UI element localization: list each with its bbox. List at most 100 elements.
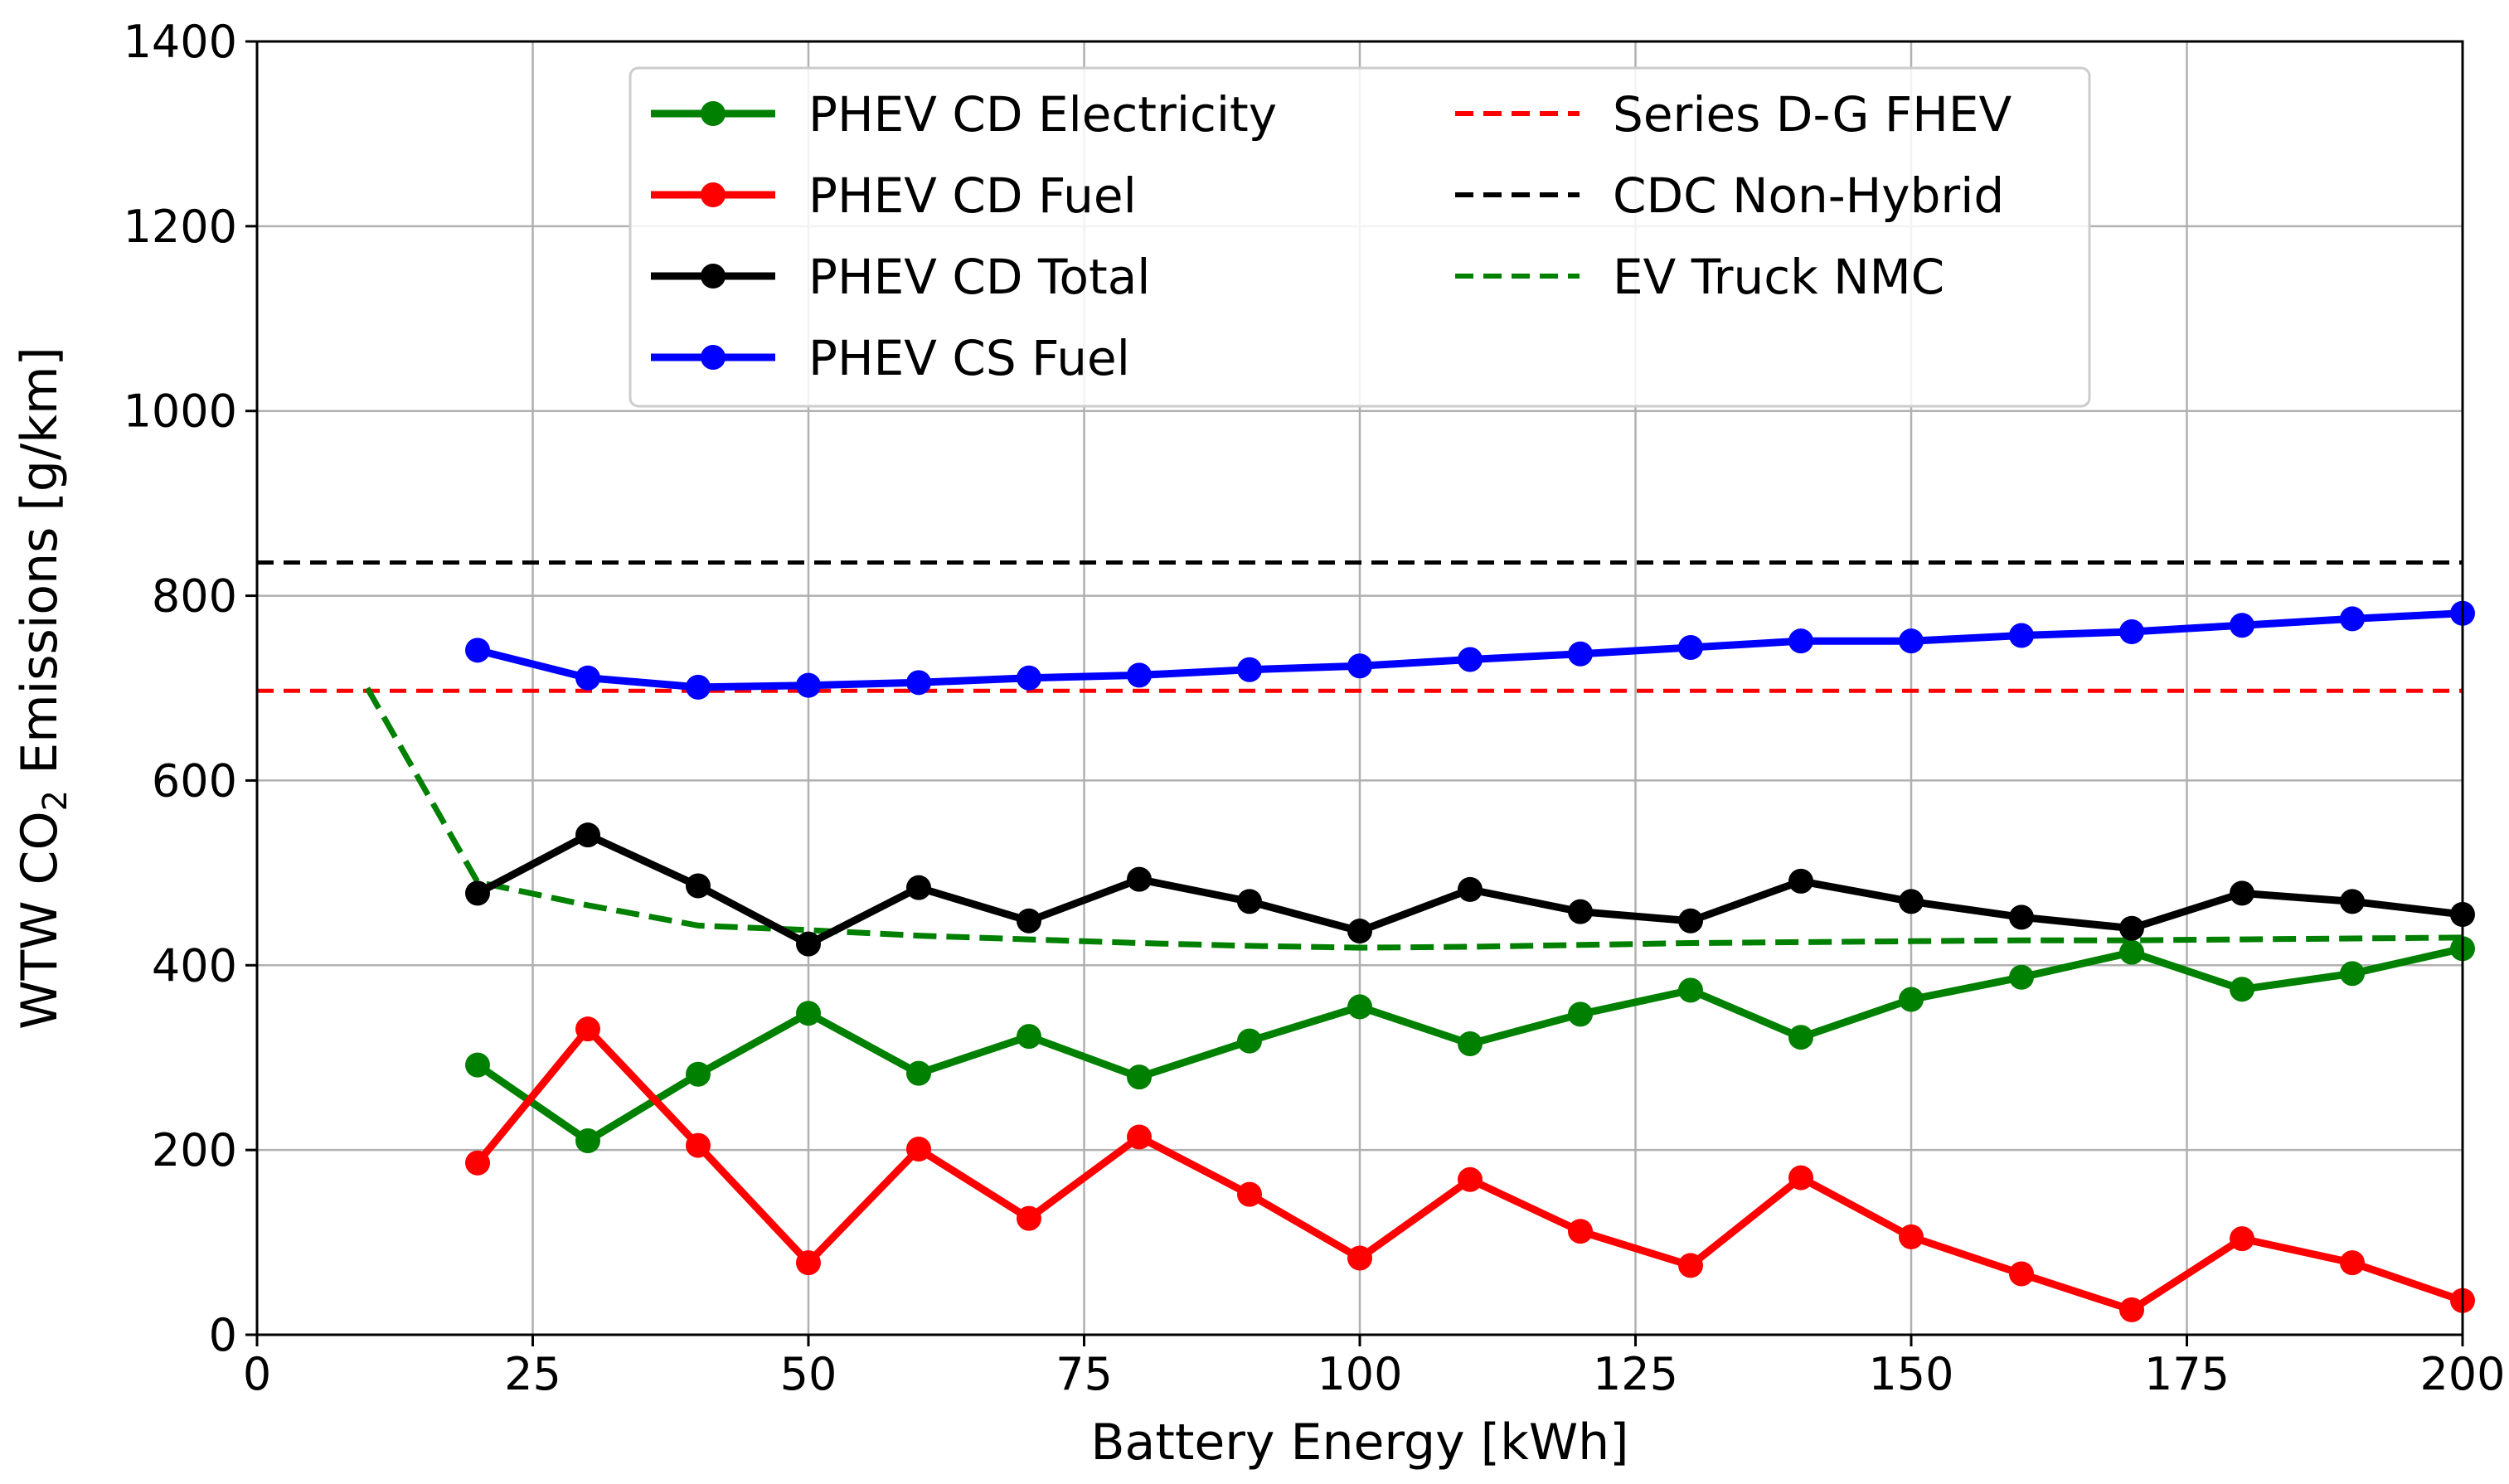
data-point-phev-cd-total — [1347, 919, 1372, 944]
data-point-phev-cd-total — [1899, 889, 1924, 914]
y-axis-label-suffix: Emissions [g/km] — [11, 347, 69, 790]
legend-entry-phev-cs-fuel: PHEV CS Fuel — [651, 330, 1130, 386]
legend-entry-phev-cd-total: PHEV CD Total — [651, 249, 1150, 305]
x-tick-label: 100 — [1317, 1348, 1402, 1400]
x-tick-label: 125 — [1593, 1348, 1678, 1400]
data-point-phev-cd-electricity — [1127, 1065, 1152, 1090]
data-point-phev-cd-fuel — [2340, 1250, 2365, 1276]
legend-marker — [701, 182, 726, 207]
data-point-phev-cd-fuel — [1788, 1165, 1813, 1191]
legend-marker — [701, 345, 726, 370]
data-point-phev-cs-fuel — [796, 672, 821, 698]
y-tick-label: 1200 — [124, 201, 237, 253]
y-tick-label: 1400 — [124, 16, 237, 68]
data-point-phev-cd-electricity — [906, 1060, 931, 1086]
data-point-phev-cd-total — [2119, 915, 2144, 941]
data-point-phev-cd-electricity — [1568, 1001, 1593, 1027]
legend-entry-phev-cd-electricity: PHEV CD Electricity — [651, 86, 1277, 143]
x-tick-label: 25 — [504, 1348, 561, 1400]
legend-label: PHEV CD Fuel — [808, 167, 1137, 224]
x-tick-label: 0 — [243, 1348, 271, 1400]
y-tick-label: 200 — [152, 1124, 237, 1176]
y-tick-label: 0 — [209, 1309, 237, 1361]
data-point-phev-cd-fuel — [1568, 1219, 1593, 1244]
x-tick-label: 50 — [780, 1348, 837, 1400]
data-point-phev-cd-total — [2009, 904, 2034, 930]
data-point-phev-cd-fuel — [1678, 1253, 1703, 1278]
legend-entry-ev-truck-nmc: EV Truck NMC — [1455, 249, 1944, 305]
data-point-phev-cd-total — [2340, 889, 2365, 914]
x-tick-label: 175 — [2144, 1348, 2230, 1400]
data-point-phev-cd-fuel — [465, 1150, 490, 1176]
legend-marker — [701, 101, 726, 126]
y-axis-label-prefix: WTW CO — [11, 811, 69, 1030]
y-tick-label: 800 — [152, 570, 237, 623]
data-point-phev-cd-electricity — [1237, 1028, 1262, 1054]
data-point-phev-cs-fuel — [1237, 657, 1262, 682]
y-tick-label: 400 — [152, 939, 237, 992]
data-point-phev-cd-electricity — [2230, 977, 2254, 1002]
data-point-phev-cd-fuel — [1237, 1181, 1262, 1207]
data-point-phev-cs-fuel — [906, 670, 931, 696]
axis-ticks: 0 25 50 75 100 125 150 175 200 0 200 400 600 800 1000 1… — [124, 16, 2506, 1400]
data-point-phev-cs-fuel — [575, 665, 600, 691]
data-point-phev-cd-fuel — [796, 1250, 821, 1276]
data-point-phev-cs-fuel — [1788, 628, 1813, 654]
legend-entry-cdc-non-hybrid: CDC Non-Hybrid — [1455, 167, 2004, 224]
series-line-ev-truck-nmc — [364, 686, 2463, 951]
data-point-phev-cd-total — [1127, 866, 1152, 892]
legend-label: CDC Non-Hybrid — [1613, 167, 2004, 224]
data-point-phev-cs-fuel — [2340, 606, 2365, 632]
data-point-phev-cd-electricity — [575, 1128, 600, 1153]
series-phev-cd-electricity — [465, 936, 2475, 1153]
data-point-phev-cs-fuel — [1568, 641, 1593, 667]
data-point-phev-cd-fuel — [1017, 1205, 1041, 1231]
data-point-phev-cd-electricity — [1899, 987, 1924, 1012]
data-point-phev-cd-electricity — [1347, 994, 1372, 1020]
data-point-phev-cd-total — [1568, 899, 1593, 924]
data-point-phev-cs-fuel — [2009, 623, 2034, 648]
legend-label: PHEV CD Electricity — [808, 86, 1277, 143]
data-point-phev-cd-fuel — [686, 1132, 711, 1158]
data-point-phev-cd-total — [2230, 880, 2254, 906]
data-point-phev-cs-fuel — [1347, 653, 1372, 679]
data-point-phev-cd-electricity — [465, 1052, 490, 1078]
y-tick-label: 1000 — [124, 386, 237, 438]
x-axis-label: Battery Energy [kWh] — [1090, 1414, 1628, 1472]
data-point-phev-cd-fuel — [2119, 1297, 2144, 1322]
y-axis-label: WTW CO2 Emissions [g/km] — [11, 347, 75, 1030]
data-point-phev-cd-fuel — [906, 1137, 931, 1162]
plot-series — [257, 560, 2475, 1322]
data-point-phev-cd-total — [575, 822, 600, 848]
x-tick-label: 200 — [2419, 1348, 2505, 1400]
legend-label: PHEV CS Fuel — [808, 330, 1130, 386]
data-point-phev-cs-fuel — [686, 674, 711, 700]
legend-label: PHEV CD Total — [808, 249, 1150, 305]
y-axis-label-subscript: 2 — [36, 790, 75, 811]
data-point-phev-cd-electricity — [2119, 939, 2144, 965]
x-tick-label: 75 — [1056, 1348, 1113, 1400]
data-point-phev-cd-fuel — [1347, 1245, 1372, 1271]
data-point-phev-cs-fuel — [2230, 613, 2254, 638]
x-tick-label: 150 — [1868, 1348, 1953, 1400]
data-point-phev-cd-electricity — [1678, 977, 1703, 1003]
data-point-phev-cd-fuel — [1458, 1166, 1483, 1192]
legend: PHEV CD Electricity PHEV CD Fuel PHEV CD T… — [628, 66, 2091, 408]
legend-entries: PHEV CD Electricity PHEV CD Fuel PHEV CD T… — [651, 86, 2012, 386]
data-point-phev-cd-total — [1017, 908, 1041, 934]
data-point-phev-cs-fuel — [465, 638, 490, 663]
data-point-phev-cs-fuel — [1678, 634, 1703, 660]
data-point-phev-cd-total — [1237, 889, 1262, 914]
series-ev-truck-nmc — [364, 686, 2463, 951]
data-point-phev-cd-fuel — [575, 1016, 600, 1042]
series-phev-cd-total — [465, 822, 2475, 957]
data-point-phev-cd-fuel — [1899, 1224, 1924, 1249]
data-point-phev-cd-total — [686, 873, 711, 899]
legend-entry-phev-cd-fuel: PHEV CD Fuel — [651, 167, 1137, 224]
data-point-phev-cd-fuel — [2230, 1226, 2254, 1252]
legend-marker — [701, 264, 726, 289]
data-point-phev-cd-electricity — [1017, 1024, 1041, 1050]
data-point-phev-cd-electricity — [796, 1001, 821, 1026]
data-point-phev-cd-total — [906, 875, 931, 900]
